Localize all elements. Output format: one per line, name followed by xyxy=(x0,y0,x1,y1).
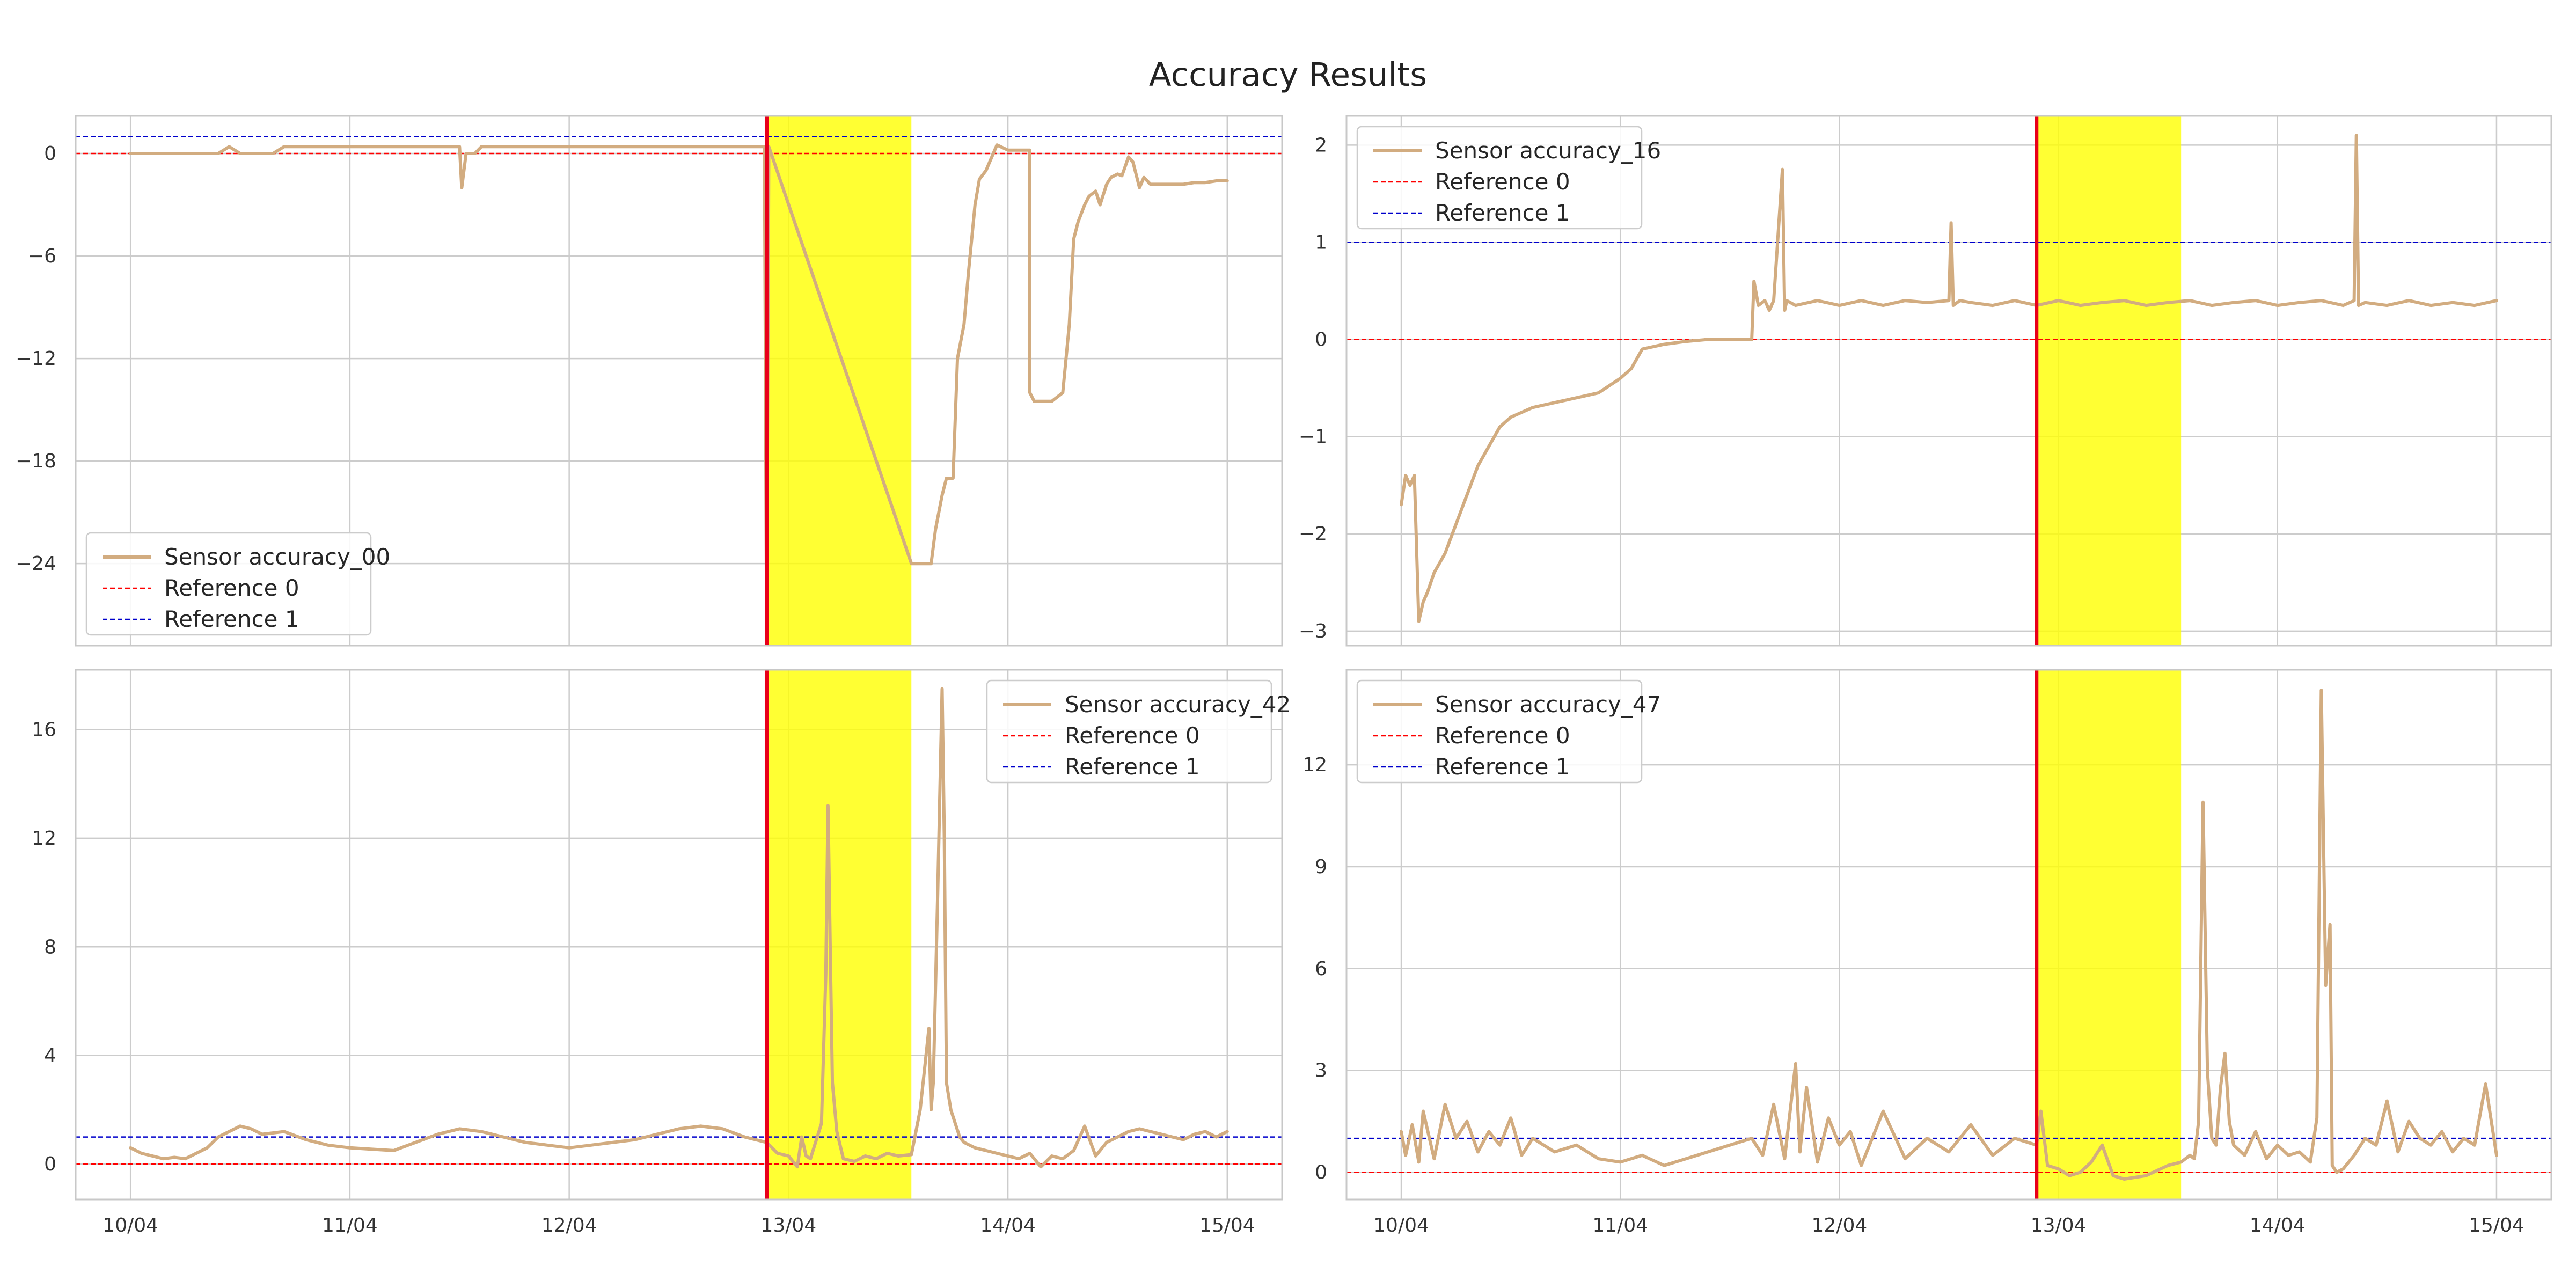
sensor-series-line xyxy=(1400,134,2498,623)
legend-entry-label: Sensor accuracy_00 xyxy=(164,544,390,570)
legend-entry-label: Reference 0 xyxy=(1435,169,1570,195)
y-tick-label: 0 xyxy=(44,1153,56,1175)
y-tick-label: 6 xyxy=(1315,958,1327,980)
y-tick-label: −12 xyxy=(16,348,56,370)
plot-lines xyxy=(1346,134,2551,623)
legend-entry-label: Reference 1 xyxy=(1435,200,1570,226)
x-tick-label: 11/04 xyxy=(322,1214,378,1236)
x-tick-label: 15/04 xyxy=(2469,1214,2524,1236)
y-tick-label: 0 xyxy=(44,143,56,165)
plot-lines xyxy=(76,135,1282,634)
subplot-grid: 0−6−12−18−24 Sensor accuracy_00Reference … xyxy=(16,115,2552,1236)
legend: Sensor accuracy_47 Reference 0 Reference 1 xyxy=(1356,679,1661,784)
y-tick-label: −3 xyxy=(1299,620,1327,642)
x-tick-label: 13/04 xyxy=(2031,1214,2087,1236)
y-tick-label: 8 xyxy=(44,936,56,958)
y-tick-label: 0 xyxy=(1315,329,1327,351)
legend-box xyxy=(1356,679,1643,784)
plot-frame xyxy=(75,115,1283,647)
plot-frame xyxy=(1345,115,2552,647)
plot-lines xyxy=(1346,689,2551,1181)
legend-entry-label: Sensor accuracy_47 xyxy=(1435,691,1661,718)
y-tick-label: 9 xyxy=(1315,856,1327,878)
x-tick-label: 10/04 xyxy=(1373,1214,1429,1236)
y-tick-label: −18 xyxy=(16,450,56,472)
highlight-band xyxy=(2036,116,2182,646)
y-tick-label: 4 xyxy=(44,1045,56,1067)
x-tick-label: 13/04 xyxy=(760,1214,816,1236)
x-tick-label: 14/04 xyxy=(980,1214,1036,1236)
subplot-1: 2 1 0 −1 −2 −3 Sensor accuracy_16 Reference 0 Re… xyxy=(1299,115,2552,647)
y-tick-label: −24 xyxy=(16,553,56,575)
y-tick-label: 12 xyxy=(1302,754,1327,776)
x-tick-label: 11/04 xyxy=(1592,1214,1648,1236)
y-tick-label: 3 xyxy=(1315,1060,1327,1082)
subplot-2: 0 4 8 12 16 10/04 11/04 12/04 13/04 14/04 15/04 Sen… xyxy=(32,669,1291,1236)
highlight-band xyxy=(766,116,912,646)
y-tick-label: 1 xyxy=(1315,231,1327,253)
figure-title: Accuracy Results xyxy=(1149,56,1427,94)
y-tick-label: 2 xyxy=(1315,134,1327,156)
legend-box xyxy=(85,532,372,636)
sensor-series-line xyxy=(129,687,1229,1169)
legend-entry-label: Reference 0 xyxy=(1435,722,1570,749)
legend: Sensor accuracy_16 Reference 0 Reference 1 xyxy=(1356,126,1661,230)
x-tick-label: 14/04 xyxy=(2250,1214,2306,1236)
legend-entry-label: Reference 1 xyxy=(1435,753,1570,780)
sensor-series-line xyxy=(1400,689,2498,1181)
highlight-band xyxy=(766,670,912,1199)
sensor-series-line xyxy=(129,143,1229,634)
x-tick-label: 10/04 xyxy=(103,1214,158,1236)
subplot-3: 0 3 6 9 12 10/04 11/04 12/04 13/04 14/04 15/04 Sens… xyxy=(1302,669,2552,1236)
subplot-0: 0 −6 −12 −18 −24 Sensor accuracy_00 Reference … xyxy=(16,115,1283,647)
y-tick-label: 0 xyxy=(1315,1161,1327,1183)
y-tick-label: −6 xyxy=(28,245,56,267)
y-tick-label: −2 xyxy=(1299,523,1327,545)
legend-entry-label: Reference 0 xyxy=(164,575,299,601)
legend-box xyxy=(986,679,1272,784)
y-tick-label: 12 xyxy=(32,828,56,850)
y-tick-label: −1 xyxy=(1299,426,1327,448)
legend-entry-label: Sensor accuracy_16 xyxy=(1435,137,1661,164)
legend: Sensor accuracy_42 Reference 0 Reference 1 xyxy=(986,679,1291,784)
plot-lines xyxy=(76,687,1282,1169)
legend-entry-label: Reference 1 xyxy=(164,606,299,632)
plot-frame xyxy=(75,669,1283,1201)
x-tick-label: 12/04 xyxy=(1812,1214,1868,1236)
x-tick-label: 15/04 xyxy=(1199,1214,1255,1236)
legend-entry-label: Reference 1 xyxy=(1065,753,1200,780)
x-tick-label: 12/04 xyxy=(541,1214,597,1236)
legend-entry-label: Reference 0 xyxy=(1065,722,1200,749)
legend: Sensor accuracy_00 Reference 0 Reference 1 xyxy=(85,532,390,636)
plot-frame xyxy=(1345,669,2552,1201)
y-tick-label: 16 xyxy=(32,719,56,741)
legend-entry-label: Sensor accuracy_42 xyxy=(1065,691,1291,718)
highlight-band xyxy=(2036,670,2182,1199)
legend-box xyxy=(1356,126,1643,230)
